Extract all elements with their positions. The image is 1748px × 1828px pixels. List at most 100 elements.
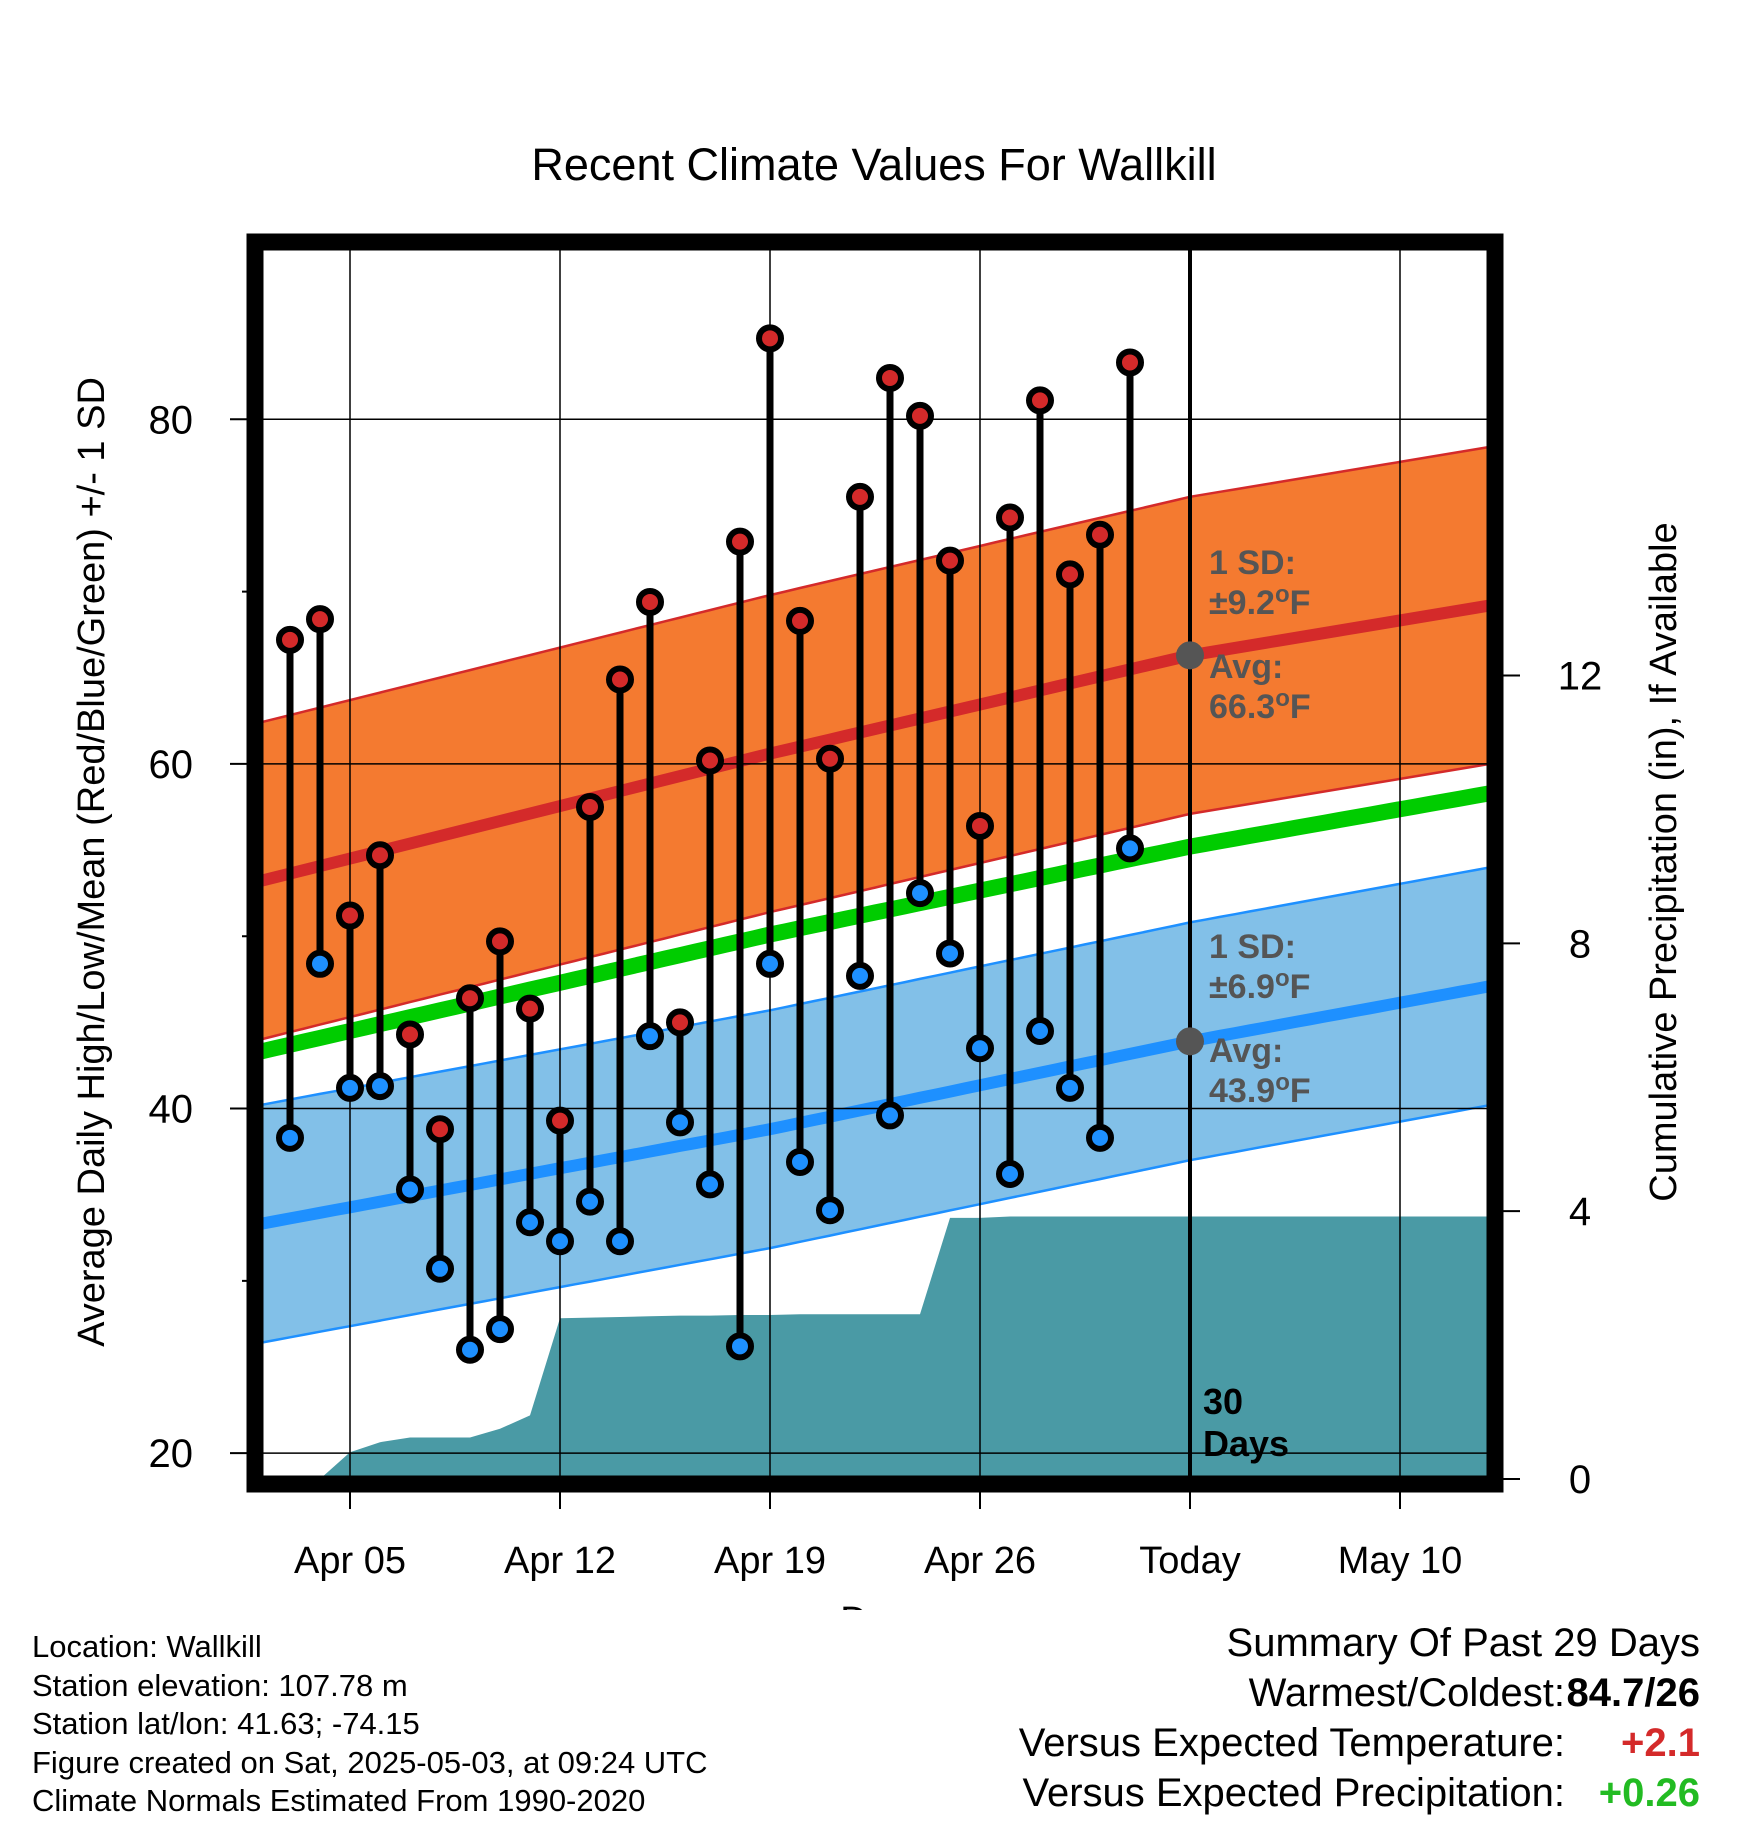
y2-tick-label: 12 xyxy=(1558,655,1603,699)
x-tick-label: May 10 xyxy=(1338,1540,1463,1582)
summary-panel: Summary Of Past 29 Days Warmest/Coldest:… xyxy=(1019,1618,1700,1818)
high-point xyxy=(396,1020,424,1049)
high-point xyxy=(906,401,934,430)
plot-area xyxy=(260,247,1490,1479)
low-point xyxy=(816,1196,844,1225)
high-point xyxy=(966,811,994,840)
high-point xyxy=(666,1008,694,1037)
latlon-text: Station lat/lon: 41.63; -74.15 xyxy=(32,1706,420,1741)
y-axis-label: Average Daily High/Low/Mean (Red/Blue/Gr… xyxy=(71,377,113,1347)
summary-precip-row: Versus Expected Precipitation: +0.26 xyxy=(1019,1768,1700,1818)
x-tick-label: Apr 19 xyxy=(714,1540,826,1582)
high-point xyxy=(336,901,364,930)
low-point xyxy=(846,961,874,990)
y-tick-label: 80 xyxy=(149,398,194,442)
elevation-text: Station elevation: 107.78 m xyxy=(32,1667,408,1703)
low-point xyxy=(636,1022,664,1051)
low-point xyxy=(426,1254,454,1283)
high-point xyxy=(636,587,664,616)
station-info: Location: Wallkill Station elevation: 10… xyxy=(32,1628,708,1821)
high-point xyxy=(696,746,724,775)
days-label-text: Days xyxy=(1203,1423,1289,1464)
low-point xyxy=(996,1160,1024,1189)
high-point xyxy=(816,744,844,773)
high-avg-marker xyxy=(1176,641,1204,670)
x-tick-label: Today xyxy=(1139,1540,1240,1582)
x-axis-label: Day xyxy=(840,1600,908,1610)
precip-area xyxy=(260,1216,1490,1479)
high-point xyxy=(846,482,874,511)
low-sd-band-upper-edge xyxy=(260,866,1490,1107)
temp-anomaly-value: +2.1 xyxy=(1621,1721,1700,1765)
low-sd-label: 1 SD: xyxy=(1209,928,1296,966)
high-point xyxy=(1086,520,1114,549)
low-point xyxy=(1116,834,1144,863)
high-point xyxy=(1056,560,1084,589)
chart-title: Recent Climate Values For Wallkill xyxy=(531,139,1216,190)
created-text: Figure created on Sat, 2025-05-03, at 09… xyxy=(32,1744,708,1780)
high-point xyxy=(606,665,634,694)
location-text: Location: Wallkill xyxy=(32,1629,262,1664)
high-avg-label: Avg: xyxy=(1209,648,1283,686)
high-avg-value: 66.3oF xyxy=(1209,685,1311,726)
low-point xyxy=(696,1170,724,1199)
x-tick-label: Apr 12 xyxy=(504,1540,616,1582)
temp-anomaly-label: Versus Expected Temperature: xyxy=(1018,1721,1565,1765)
high-sd-band-upper-edge xyxy=(260,445,1490,724)
high-point xyxy=(276,625,304,654)
high-sd-value: ±9.2oF xyxy=(1209,581,1310,622)
low-point xyxy=(576,1187,604,1216)
low-point xyxy=(336,1073,364,1102)
low-point xyxy=(486,1315,514,1344)
y2-axis-label: Cumulative Precipitation (in), If Availa… xyxy=(1643,522,1685,1201)
high-point xyxy=(426,1115,454,1144)
low-point xyxy=(966,1034,994,1063)
high-point xyxy=(996,503,1024,532)
high-point xyxy=(936,546,964,575)
high-point xyxy=(306,605,334,634)
low-point xyxy=(906,879,934,908)
summary-warmest-row: Warmest/Coldest:84.7/26 xyxy=(1019,1668,1700,1718)
x-tick-label: Apr 05 xyxy=(294,1540,406,1582)
low-avg-marker xyxy=(1176,1027,1204,1056)
summary-title: Summary Of Past 29 Days xyxy=(1226,1621,1700,1665)
high-point xyxy=(1026,386,1054,415)
low-avg-value: 43.9oF xyxy=(1209,1069,1311,1110)
low-sd-value: ±6.9oF xyxy=(1209,965,1310,1006)
low-normal-line xyxy=(260,980,1490,1230)
low-point xyxy=(756,949,784,978)
low-point xyxy=(396,1175,424,1204)
high-point xyxy=(1116,348,1144,377)
low-avg-label: Avg: xyxy=(1209,1032,1283,1070)
low-point xyxy=(1086,1123,1114,1152)
y2-tick-label: 8 xyxy=(1569,922,1591,966)
y2-tick-label: 4 xyxy=(1569,1190,1591,1234)
low-point xyxy=(366,1072,394,1101)
low-point xyxy=(1056,1073,1084,1102)
high-sd-band xyxy=(260,446,1490,1040)
low-point xyxy=(516,1208,544,1237)
high-normal-line xyxy=(260,599,1490,887)
summary-temp-row: Versus Expected Temperature: +2.1 xyxy=(1019,1718,1700,1768)
low-point xyxy=(1026,1017,1054,1045)
y-tick-label: 20 xyxy=(149,1432,194,1476)
low-point xyxy=(546,1227,574,1256)
low-point xyxy=(306,949,334,978)
high-point xyxy=(456,984,484,1013)
low-point xyxy=(936,939,964,968)
high-sd-label: 1 SD: xyxy=(1209,544,1296,582)
plot-frame xyxy=(246,233,1504,1493)
high-point xyxy=(576,793,604,821)
low-point xyxy=(666,1108,694,1137)
climate-chart: Recent Climate Values For Wallkill 1 SD:… xyxy=(71,139,1685,1610)
x-tick-label: Apr 26 xyxy=(924,1540,1036,1582)
high-point xyxy=(726,527,754,556)
high-point xyxy=(366,841,394,870)
normals-text: Climate Normals Estimated From 1990-2020 xyxy=(32,1783,646,1818)
low-point xyxy=(456,1335,484,1364)
warmest-label: Warmest/Coldest: xyxy=(1248,1671,1565,1715)
y-tick-label: 60 xyxy=(149,743,194,787)
low-point xyxy=(726,1332,754,1361)
high-point xyxy=(486,927,514,956)
low-point xyxy=(606,1227,634,1256)
